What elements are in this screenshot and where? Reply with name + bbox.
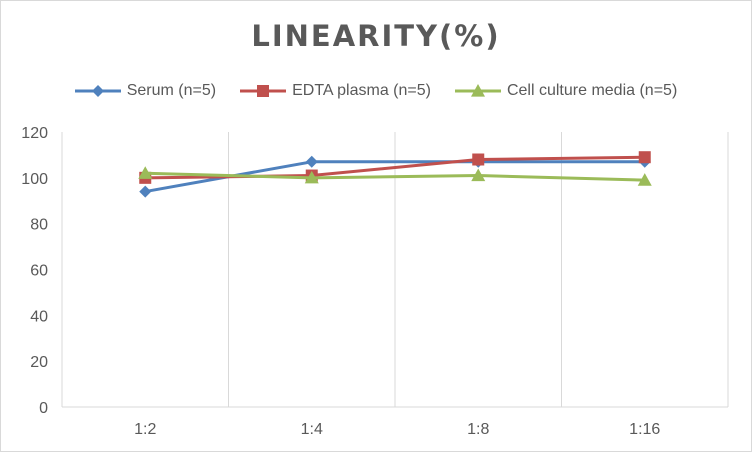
data-point-serum: [139, 185, 152, 198]
chart-legend: Serum (n=5) EDTA plasma (n=5) Cell cultu…: [1, 80, 751, 102]
x-tick-label: 1:4: [301, 421, 323, 438]
y-tick-label: 120: [21, 125, 48, 142]
data-point-cell-culture-media: [304, 170, 319, 184]
legend-label-edta-plasma: EDTA plasma (n=5): [292, 82, 431, 99]
y-tick-label: 60: [30, 263, 48, 280]
data-point-cell-culture-media: [637, 173, 652, 186]
data-point-cell-culture-media: [138, 166, 153, 179]
y-tick-label: 20: [30, 354, 48, 371]
chart-title: LINEARITY(%): [251, 19, 501, 53]
legend-swatch-cell-culture-media: [454, 84, 501, 97]
legend-marker: [257, 85, 270, 97]
legend-item-serum: Serum (n=5): [74, 80, 217, 102]
y-tick-label: 0: [39, 400, 48, 417]
data-point-edta-plasma: [472, 153, 485, 166]
x-tick-label: 1:8: [467, 421, 489, 438]
x-tick-label: 1:16: [629, 421, 660, 438]
legend-marker: [470, 84, 485, 97]
legend-item-cell-culture-media: Cell culture media (n=5): [454, 80, 678, 102]
series-line-cell-culture-media: [145, 171, 645, 182]
y-tick-label: 100: [21, 171, 48, 188]
legend-item-edta-plasma: EDTA plasma (n=5): [240, 80, 431, 102]
y-tick-label: 40: [30, 308, 48, 325]
data-point-serum: [305, 155, 318, 168]
y-tick-label: 80: [30, 217, 48, 234]
legend-marker: [91, 85, 104, 97]
data-point-edta-plasma: [638, 151, 651, 164]
legend-label-cell-culture-media: Cell culture media (n=5): [506, 82, 678, 99]
legend-label-serum: Serum (n=5): [126, 82, 217, 99]
legend-swatch-edta-plasma: [240, 85, 287, 97]
data-point-cell-culture-media: [471, 168, 486, 182]
legend-swatch-serum: [74, 85, 121, 97]
x-tick-label: 1:2: [134, 421, 156, 438]
